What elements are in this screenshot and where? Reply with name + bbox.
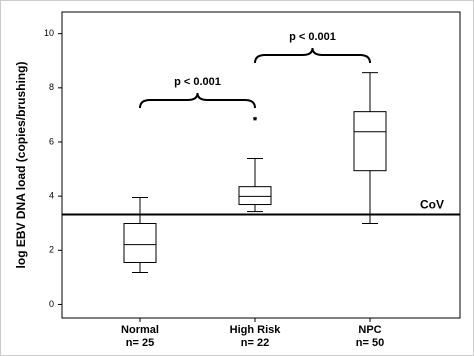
- x-n-label: n= 22: [241, 337, 269, 349]
- box: [238, 186, 272, 206]
- x-tick-label: Normal: [121, 324, 159, 336]
- y-tick-label: 0: [49, 299, 54, 309]
- plot-area: [61, 11, 461, 319]
- box: [123, 222, 157, 263]
- x-n-label: n= 50: [356, 337, 384, 349]
- box: [353, 111, 387, 172]
- y-tick-label: 10: [44, 28, 54, 38]
- y-axis-label: log EBV DNA load (copies/brushing): [14, 62, 28, 269]
- y-tick-label: 8: [49, 82, 54, 92]
- p-value-label: p < 0.001: [289, 31, 336, 43]
- x-n-label: n= 25: [126, 337, 154, 349]
- outlier: [253, 116, 257, 121]
- bracket: [254, 47, 371, 64]
- y-tick-label: 2: [49, 245, 54, 255]
- y-tick-label: 6: [49, 136, 54, 146]
- reference-label: CoV: [420, 198, 444, 212]
- x-tick-label: High Risk: [230, 324, 282, 336]
- x-tick-label: NPC: [358, 324, 381, 336]
- y-tick-label: 4: [49, 191, 54, 201]
- p-value-label: p < 0.001: [174, 76, 221, 88]
- bracket: [139, 92, 256, 109]
